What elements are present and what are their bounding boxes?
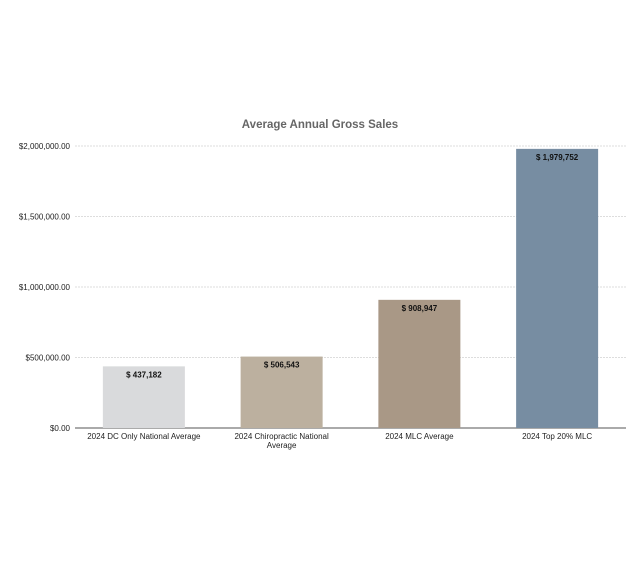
x-tick-label: 2024 MLC Average <box>385 432 454 441</box>
y-tick-label: $1,000,000.00 <box>19 283 71 292</box>
y-tick-label: $500,000.00 <box>26 354 71 363</box>
data-label: $ 506,543 <box>264 361 300 370</box>
bar <box>378 299 461 428</box>
x-tick-label: 2024 DC Only National Average <box>87 432 201 441</box>
y-tick-label: $2,000,000.00 <box>19 142 71 151</box>
x-tick-label: 2024 Top 20% MLC <box>522 432 592 441</box>
data-label: $ 908,947 <box>402 304 438 313</box>
chart-title: Average Annual Gross Sales <box>242 119 398 131</box>
x-tick-label: Average <box>267 441 297 450</box>
bar <box>102 366 185 428</box>
y-tick-label: $0.00 <box>50 424 71 433</box>
data-label: $ 437,182 <box>126 370 162 379</box>
bar <box>240 356 323 428</box>
x-tick-label: 2024 Chiropractic National <box>234 432 328 441</box>
data-label: $ 1,979,752 <box>536 153 579 162</box>
bar <box>516 148 599 428</box>
y-tick-label: $1,500,000.00 <box>19 213 71 222</box>
